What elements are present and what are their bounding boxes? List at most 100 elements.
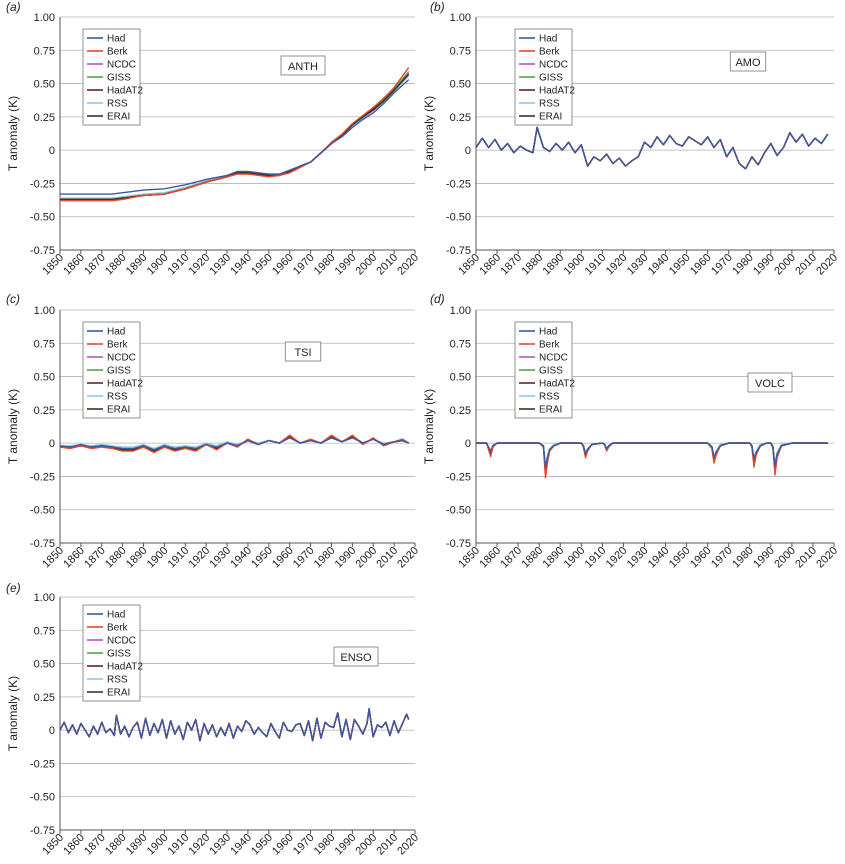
series-line-berk bbox=[59, 434, 410, 454]
chart-panel-1: (a)1.000.750.500.250-0.25-0.50-0.7518501… bbox=[6, 0, 421, 277]
x-tick-label: 1930 bbox=[207, 545, 233, 571]
y-tick-label: 0.25 bbox=[34, 405, 55, 417]
legend-entry: Had bbox=[107, 327, 125, 338]
legend-entry: NCDC bbox=[107, 353, 136, 364]
legend-entry: NCDC bbox=[539, 353, 568, 364]
y-tick-label: -0.50 bbox=[30, 792, 55, 804]
legend-entry: ERAI bbox=[539, 112, 562, 123]
y-tick-label: -0.50 bbox=[446, 212, 471, 224]
x-tick-label: 1920 bbox=[186, 545, 212, 571]
x-tick-label: 1880 bbox=[103, 545, 129, 571]
x-tick-label: 1940 bbox=[228, 252, 254, 278]
forcing-label: AMO bbox=[735, 57, 761, 69]
x-tick-label: 1970 bbox=[709, 252, 735, 278]
x-tick-label: 1870 bbox=[82, 252, 108, 278]
x-tick-label: 1910 bbox=[166, 832, 192, 858]
x-tick-label: 2010 bbox=[374, 252, 400, 278]
x-tick-label: 1960 bbox=[688, 545, 714, 571]
x-tick-label: 1920 bbox=[604, 252, 630, 278]
forcing-label-box bbox=[729, 51, 767, 72]
x-tick-label: 1890 bbox=[124, 832, 150, 858]
y-tick-label: 0 bbox=[49, 725, 55, 737]
series-line-giss bbox=[475, 126, 829, 170]
legend-entry: HadAT2 bbox=[539, 86, 575, 97]
legend-entry: Berk bbox=[539, 340, 561, 351]
legend-entry: NCDC bbox=[107, 60, 136, 71]
y-axis-label: T anomaly (K) bbox=[6, 96, 20, 171]
x-tick-label: 1920 bbox=[186, 252, 212, 278]
y-axis-label: T anomaly (K) bbox=[422, 96, 436, 171]
x-tick-label: 1950 bbox=[667, 545, 693, 571]
y-tick-label: 0 bbox=[49, 145, 55, 157]
y-tick-label: -0.50 bbox=[446, 505, 471, 517]
x-tick-label: 1940 bbox=[646, 545, 672, 571]
y-tick-label: -0.25 bbox=[30, 471, 55, 483]
series-line-had bbox=[476, 442, 828, 468]
forcing-label-box bbox=[284, 341, 322, 362]
forcing-label: TSI bbox=[294, 347, 311, 359]
panel-letter: (c) bbox=[6, 292, 20, 306]
x-tick-label: 1980 bbox=[312, 832, 338, 858]
forcing-label-box bbox=[280, 55, 326, 76]
x-tick-label: 1860 bbox=[477, 252, 503, 278]
y-tick-label: 0.25 bbox=[450, 112, 471, 124]
y-tick-label: 0.25 bbox=[34, 112, 55, 124]
legend-entry: RSS bbox=[107, 99, 128, 110]
panel-letter: (d) bbox=[430, 292, 445, 306]
x-tick-label: 2020 bbox=[395, 545, 421, 571]
x-tick-label: 1950 bbox=[249, 252, 275, 278]
chart-panel-4: (d)1.000.750.500.250-0.25-0.50-0.7518501… bbox=[422, 292, 840, 570]
x-tick-label: 1950 bbox=[249, 832, 275, 858]
series-line-had bbox=[59, 708, 410, 742]
forcing-label-box bbox=[333, 646, 379, 667]
y-tick-label: 0.50 bbox=[450, 79, 471, 91]
legend-entry: Had bbox=[107, 610, 125, 621]
x-tick-label: 1980 bbox=[730, 252, 756, 278]
series-line-ncdc bbox=[475, 126, 829, 170]
y-tick-label: 0.50 bbox=[34, 659, 55, 671]
y-tick-label: 0 bbox=[465, 438, 471, 450]
x-tick-label: 1860 bbox=[61, 832, 87, 858]
x-tick-label: 1990 bbox=[751, 252, 777, 278]
y-tick-label: -0.75 bbox=[446, 538, 471, 550]
y-axis-label: T anomaly (K) bbox=[422, 389, 436, 464]
y-tick-label: 0.25 bbox=[450, 405, 471, 417]
y-tick-label: 1.00 bbox=[34, 305, 55, 317]
x-tick-label: 2000 bbox=[772, 545, 798, 571]
forcing-label: ENSO bbox=[340, 652, 372, 664]
series-line-had bbox=[475, 126, 829, 170]
x-tick-label: 1930 bbox=[207, 832, 233, 858]
x-tick-label: 1900 bbox=[145, 252, 171, 278]
x-tick-label: 1960 bbox=[688, 252, 714, 278]
forcing-label-box bbox=[747, 372, 793, 393]
legend-entry: NCDC bbox=[539, 60, 568, 71]
x-tick-label: 2000 bbox=[354, 832, 380, 858]
y-tick-label: 0.25 bbox=[34, 692, 55, 704]
x-tick-label: 1990 bbox=[333, 252, 359, 278]
legend-entry: Had bbox=[539, 327, 557, 338]
x-tick-label: 2000 bbox=[354, 545, 380, 571]
legend-entry: ERAI bbox=[107, 688, 130, 699]
x-tick-label: 1990 bbox=[751, 545, 777, 571]
y-tick-label: 0.75 bbox=[450, 45, 471, 57]
y-tick-label: -0.75 bbox=[30, 825, 55, 837]
legend-entry: Had bbox=[539, 34, 557, 45]
y-tick-label: 0.75 bbox=[34, 625, 55, 637]
legend-entry: HadAT2 bbox=[539, 379, 575, 390]
legend-entry: RSS bbox=[107, 392, 128, 403]
y-tick-label: -0.25 bbox=[30, 758, 55, 770]
forcing-label: ANTH bbox=[288, 61, 318, 73]
y-tick-label: -0.75 bbox=[30, 245, 55, 257]
legend-entry: ERAI bbox=[107, 405, 130, 416]
legend-entry: ERAI bbox=[107, 112, 130, 123]
x-tick-label: 1970 bbox=[291, 545, 317, 571]
y-tick-label: 0 bbox=[49, 438, 55, 450]
x-tick-label: 2020 bbox=[395, 832, 421, 858]
x-tick-label: 2000 bbox=[354, 252, 380, 278]
y-tick-label: 1.00 bbox=[34, 592, 55, 604]
x-tick-label: 1930 bbox=[625, 545, 651, 571]
x-tick-label: 1900 bbox=[562, 252, 588, 278]
legend-entry: NCDC bbox=[107, 636, 136, 647]
x-tick-label: 1900 bbox=[145, 832, 171, 858]
y-axis-label: T anomaly (K) bbox=[6, 389, 20, 464]
